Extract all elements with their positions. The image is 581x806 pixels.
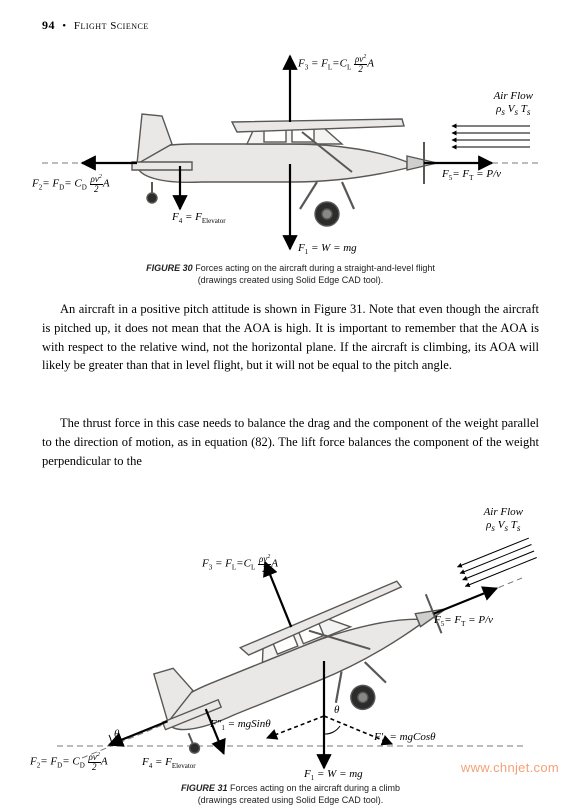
figure-31-caption: FIGURE 31 Forces acting on the aircraft … [42,782,539,806]
fig30-caption-sub: (drawings created using Solid Edge CAD t… [198,275,384,285]
fig31-caption-sub: (drawings created using Solid Edge CAD t… [198,795,384,805]
figure-30: Air Flow ρs Vs Ts F3 = FL=CL ρv22A F2= F… [42,44,539,259]
figure-31-svg [42,506,539,786]
f5-label-30: F5= FT = P/v [442,168,501,182]
f4-label-31: F4 = FElevator [142,756,196,770]
fig31-caption-label: FIGURE 31 [181,783,228,793]
f1-label-30: F1 = W = mg [298,242,357,256]
paragraph-2: The thrust force in this case needs to b… [42,414,539,470]
fig30-caption-label: FIGURE 30 [146,263,193,273]
f5-label-31: F5= FT = P/v [434,614,493,628]
airflow-label-31: Air Flow ρs Vs Ts [484,506,523,534]
airflow-arrows-31 [457,538,536,586]
figure-31: Air Flow ρs Vs Ts F3 = FL=CL ρv22A F5= F… [42,506,539,786]
airflow-subs-30: ρs Vs Ts [494,103,533,118]
airflow-label-30: Air Flow ρs Vs Ts [494,90,533,118]
f2-label-31: F2= FD= CD ρv22A [30,752,108,772]
airflow-arrows-30 [452,126,530,147]
airflow-title-30: Air Flow [494,90,533,103]
f4-label-30: F4 = FElevator [172,211,226,225]
theta-label-mid: θ [334,704,339,716]
f1-label-31: F1 = W = mg [304,768,363,782]
figure-30-caption: FIGURE 30 Forces acting on the aircraft … [42,262,539,286]
f1p-label-31: F′1 = mgCosθ [374,731,436,745]
airflow-title-31: Air Flow [484,506,523,519]
aircraft-climb [145,563,470,781]
page-number: 94 [42,18,55,32]
f3-label-31: F3 = FL=CL ρv22A [202,554,278,574]
watermark: www.chnjet.com [461,760,559,775]
fig31-caption-text: Forces acting on the aircraft during a c… [230,783,400,793]
aircraft-level [132,114,437,226]
paragraph-1: An aircraft in a positive pitch attitude… [42,300,539,375]
section-title: Flight Science [74,20,149,32]
airflow-subs-31: ρs Vs Ts [484,519,523,534]
f2-label-30: F2= FD= CD ρv22A [32,174,110,194]
fig30-caption-text: Forces acting on the aircraft during a s… [195,263,435,273]
header-bullet: • [62,20,66,32]
theta-label-left: θ [114,728,119,740]
page-header: 94 • Flight Science [42,18,149,33]
figure-30-svg [42,44,539,259]
f3-label-30: F3 = FL=CL ρv22A [298,54,374,74]
f1pp-label-31: F″1 = mgSinθ [210,718,271,732]
